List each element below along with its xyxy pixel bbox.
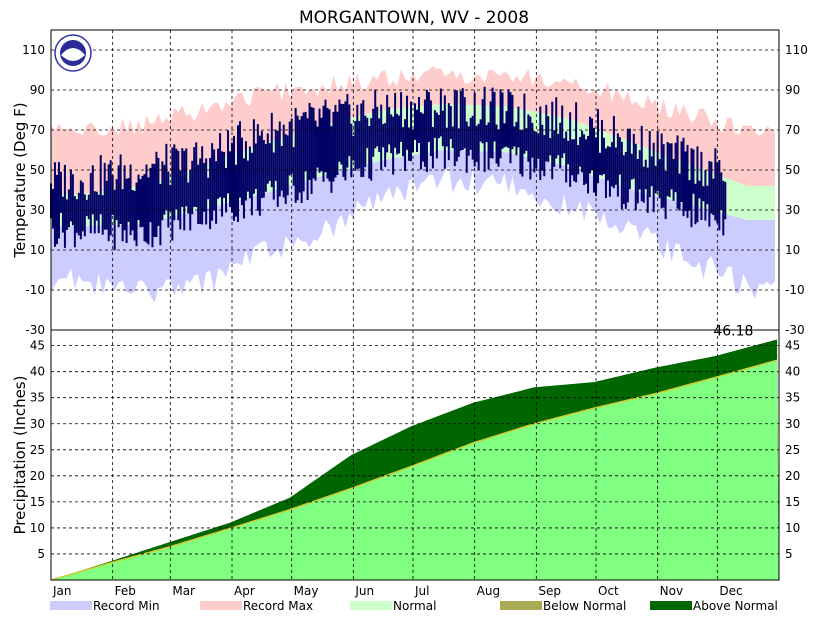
legend-label: Record Min — [93, 599, 160, 613]
precip-tick-left: 35 — [30, 391, 45, 405]
legend-label: Below Normal — [543, 599, 626, 613]
temp-tick-left: 90 — [30, 83, 45, 97]
precip-tick-right: 5 — [785, 547, 793, 561]
precip-axis-label: Precipitation (Inches) — [11, 376, 29, 535]
precip-tick-right: 25 — [785, 443, 800, 457]
precip-tick-left: 40 — [30, 365, 45, 379]
month-tick-label: Mar — [172, 584, 195, 598]
temp-tick-right: -10 — [785, 283, 805, 297]
temp-tick-right: 70 — [785, 123, 800, 137]
temp-tick-left: 70 — [30, 123, 45, 137]
record-max-band — [51, 66, 776, 194]
legend-label: Above Normal — [693, 599, 778, 613]
temp-tick-left: 30 — [30, 203, 45, 217]
month-tick-label: Sep — [538, 584, 561, 598]
legend-swatch — [500, 601, 542, 610]
precip-tick-left: 15 — [30, 495, 45, 509]
temp-tick-right: 110 — [785, 43, 808, 57]
temp-tick-right: 50 — [785, 163, 800, 177]
precip-tick-right: 40 — [785, 365, 800, 379]
precip-tick-left: 10 — [30, 521, 45, 535]
temp-axis-label: Temperature (Deg F) — [11, 102, 29, 258]
precip-tick-right: 30 — [785, 417, 800, 431]
legend-swatch — [350, 601, 392, 610]
noaa-logo-bird — [61, 48, 85, 61]
temp-tick-right: -30 — [785, 323, 805, 337]
month-tick-label: Jun — [354, 584, 374, 598]
month-tick-label: Aug — [477, 584, 500, 598]
precip-tick-left: 5 — [37, 547, 45, 561]
precip-total-annotation: 46.18 — [713, 323, 753, 339]
precip-normal-area — [51, 360, 779, 580]
month-tick-label: Oct — [598, 584, 619, 598]
precip-tick-left: 30 — [30, 417, 45, 431]
month-tick-label: Feb — [115, 584, 136, 598]
temp-tick-right: 10 — [785, 243, 800, 257]
legend-label: Normal — [393, 599, 436, 613]
temp-tick-left: 50 — [30, 163, 45, 177]
precip-tick-right: 10 — [785, 521, 800, 535]
precip-tick-left: 45 — [30, 339, 45, 353]
legend-swatch — [650, 601, 692, 610]
month-tick-label: Jan — [52, 584, 72, 598]
legend-label: Record Max — [243, 599, 313, 613]
precip-tick-left: 20 — [30, 469, 45, 483]
month-tick-label: Nov — [660, 584, 683, 598]
precip-normal-line — [50, 359, 778, 581]
precip-tick-right: 35 — [785, 391, 800, 405]
temp-tick-left: -30 — [25, 323, 45, 337]
chart-title: MORGANTOWN, WV - 2008 — [299, 8, 529, 28]
precip-tick-right: 20 — [785, 469, 800, 483]
month-tick-label: May — [294, 584, 319, 598]
precip-frame — [50, 329, 780, 581]
temp-tick-right: 90 — [785, 83, 800, 97]
temp-tick-right: 30 — [785, 203, 800, 217]
precip-tick-left: 25 — [30, 443, 45, 457]
precip-tick-right: 15 — [785, 495, 800, 509]
month-tick-label: Jul — [414, 584, 429, 598]
temp-tick-left: 110 — [22, 43, 45, 57]
temp-tick-left: 10 — [30, 243, 45, 257]
month-tick-label: Apr — [234, 584, 255, 598]
legend-swatch — [200, 601, 242, 610]
month-tick-label: Dec — [719, 584, 742, 598]
precip-tick-right: 45 — [785, 339, 800, 353]
temp-tick-left: -10 — [25, 283, 45, 297]
legend-swatch — [50, 601, 92, 610]
